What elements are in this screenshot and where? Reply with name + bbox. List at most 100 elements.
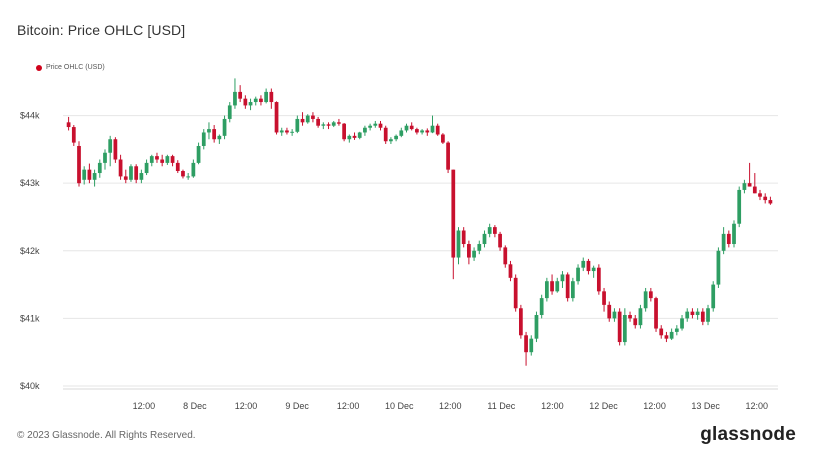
candle-body <box>461 230 466 245</box>
candle-body <box>316 118 321 126</box>
candle-body <box>685 311 690 319</box>
candle-body <box>342 123 346 140</box>
candle-body <box>186 176 191 178</box>
candle-body <box>160 159 165 163</box>
candle-body <box>544 281 549 299</box>
candle-body <box>103 152 107 163</box>
candle-body <box>113 139 118 160</box>
candle-body <box>409 125 414 130</box>
y-tick-label: $44k <box>20 111 40 121</box>
candle-body <box>456 230 461 258</box>
candle-body <box>77 145 81 184</box>
candle-body <box>129 166 133 180</box>
candle-body <box>311 115 315 119</box>
candle-body <box>217 135 222 140</box>
x-tick-label: 12:00 <box>439 401 462 411</box>
candle-body <box>518 308 523 336</box>
candle-body <box>477 244 482 251</box>
candle-body <box>560 274 565 282</box>
candle-body <box>441 134 445 143</box>
candle-body <box>92 173 97 180</box>
candle-body <box>352 135 357 138</box>
x-tick-label: 12:00 <box>235 401 258 411</box>
candle-body <box>165 156 170 163</box>
candle-body <box>451 169 456 258</box>
candle-body <box>383 127 388 142</box>
x-tick-label: 9 Dec <box>285 401 309 411</box>
candle-body <box>357 132 362 138</box>
candle-body <box>706 308 710 322</box>
candle-body <box>420 130 424 133</box>
candle-body <box>259 98 263 103</box>
candle-body <box>498 233 502 248</box>
candle-body <box>565 274 570 299</box>
candle-body <box>550 281 554 292</box>
x-tick-label: 12:00 <box>745 401 768 411</box>
candle-body <box>248 102 253 106</box>
candle-body <box>493 227 497 234</box>
candle-body <box>305 115 310 123</box>
brand-logo: glassnode <box>700 424 796 445</box>
candle-body <box>108 139 113 153</box>
candle-body <box>690 311 695 316</box>
candle-body <box>596 267 601 292</box>
candle-body <box>337 122 341 124</box>
y-tick-label: $42k <box>20 246 40 256</box>
candle-body <box>97 162 102 174</box>
candle-body <box>300 118 305 123</box>
candle-body <box>404 125 409 131</box>
legend-dot-icon <box>36 64 42 71</box>
candle-body <box>674 328 679 332</box>
x-tick-label: 12 Dec <box>589 401 618 411</box>
candle-body <box>435 125 440 135</box>
candle-body <box>648 291 653 299</box>
candle-body <box>233 91 237 106</box>
candle-body <box>196 145 201 163</box>
candle-body <box>664 335 669 339</box>
x-tick-label: 8 Dec <box>183 401 207 411</box>
candle-body <box>181 171 185 177</box>
candle-body <box>503 247 508 265</box>
candle-body <box>752 186 757 194</box>
candle-body <box>295 118 300 132</box>
candle-body <box>285 130 289 133</box>
candle-body <box>71 127 76 143</box>
candle-body <box>508 264 513 278</box>
candle-body <box>373 123 378 126</box>
candle-body <box>378 123 383 128</box>
candle-body <box>243 98 248 106</box>
candle-body <box>586 260 591 272</box>
candle-body <box>732 223 736 245</box>
candle-body <box>482 233 487 245</box>
candle-body <box>399 130 404 136</box>
y-tick-label: $41k <box>20 313 40 323</box>
candle-body <box>66 122 71 128</box>
candle-body <box>768 200 773 204</box>
candle-body <box>363 127 367 133</box>
candle-body <box>144 162 149 174</box>
candle-body <box>331 122 336 126</box>
candle-body <box>654 298 658 329</box>
candle-body <box>87 169 92 180</box>
chart-title: Bitcoin: Price OHLC [USD] <box>17 22 186 38</box>
candle-body <box>149 156 154 163</box>
candle-body <box>721 233 726 251</box>
candle-body <box>622 315 627 343</box>
candle-body <box>201 132 206 146</box>
candle-body <box>139 173 144 180</box>
candle-body <box>118 159 123 177</box>
candle-body <box>175 162 180 172</box>
y-tick-label: $43k <box>20 178 40 188</box>
candle-body <box>446 142 450 170</box>
candle-body <box>430 125 435 133</box>
candle-body <box>570 281 575 299</box>
copyright-text: © 2023 Glassnode. All Rights Reserved. <box>17 430 196 441</box>
x-tick-label: 12:00 <box>337 401 360 411</box>
x-tick-label: 12:00 <box>133 401 156 411</box>
candle-body <box>763 196 768 201</box>
candle-body <box>617 311 622 343</box>
candle-body <box>123 176 128 180</box>
candle-body <box>633 318 638 326</box>
candle-body <box>191 162 196 177</box>
candle-body <box>602 291 606 305</box>
